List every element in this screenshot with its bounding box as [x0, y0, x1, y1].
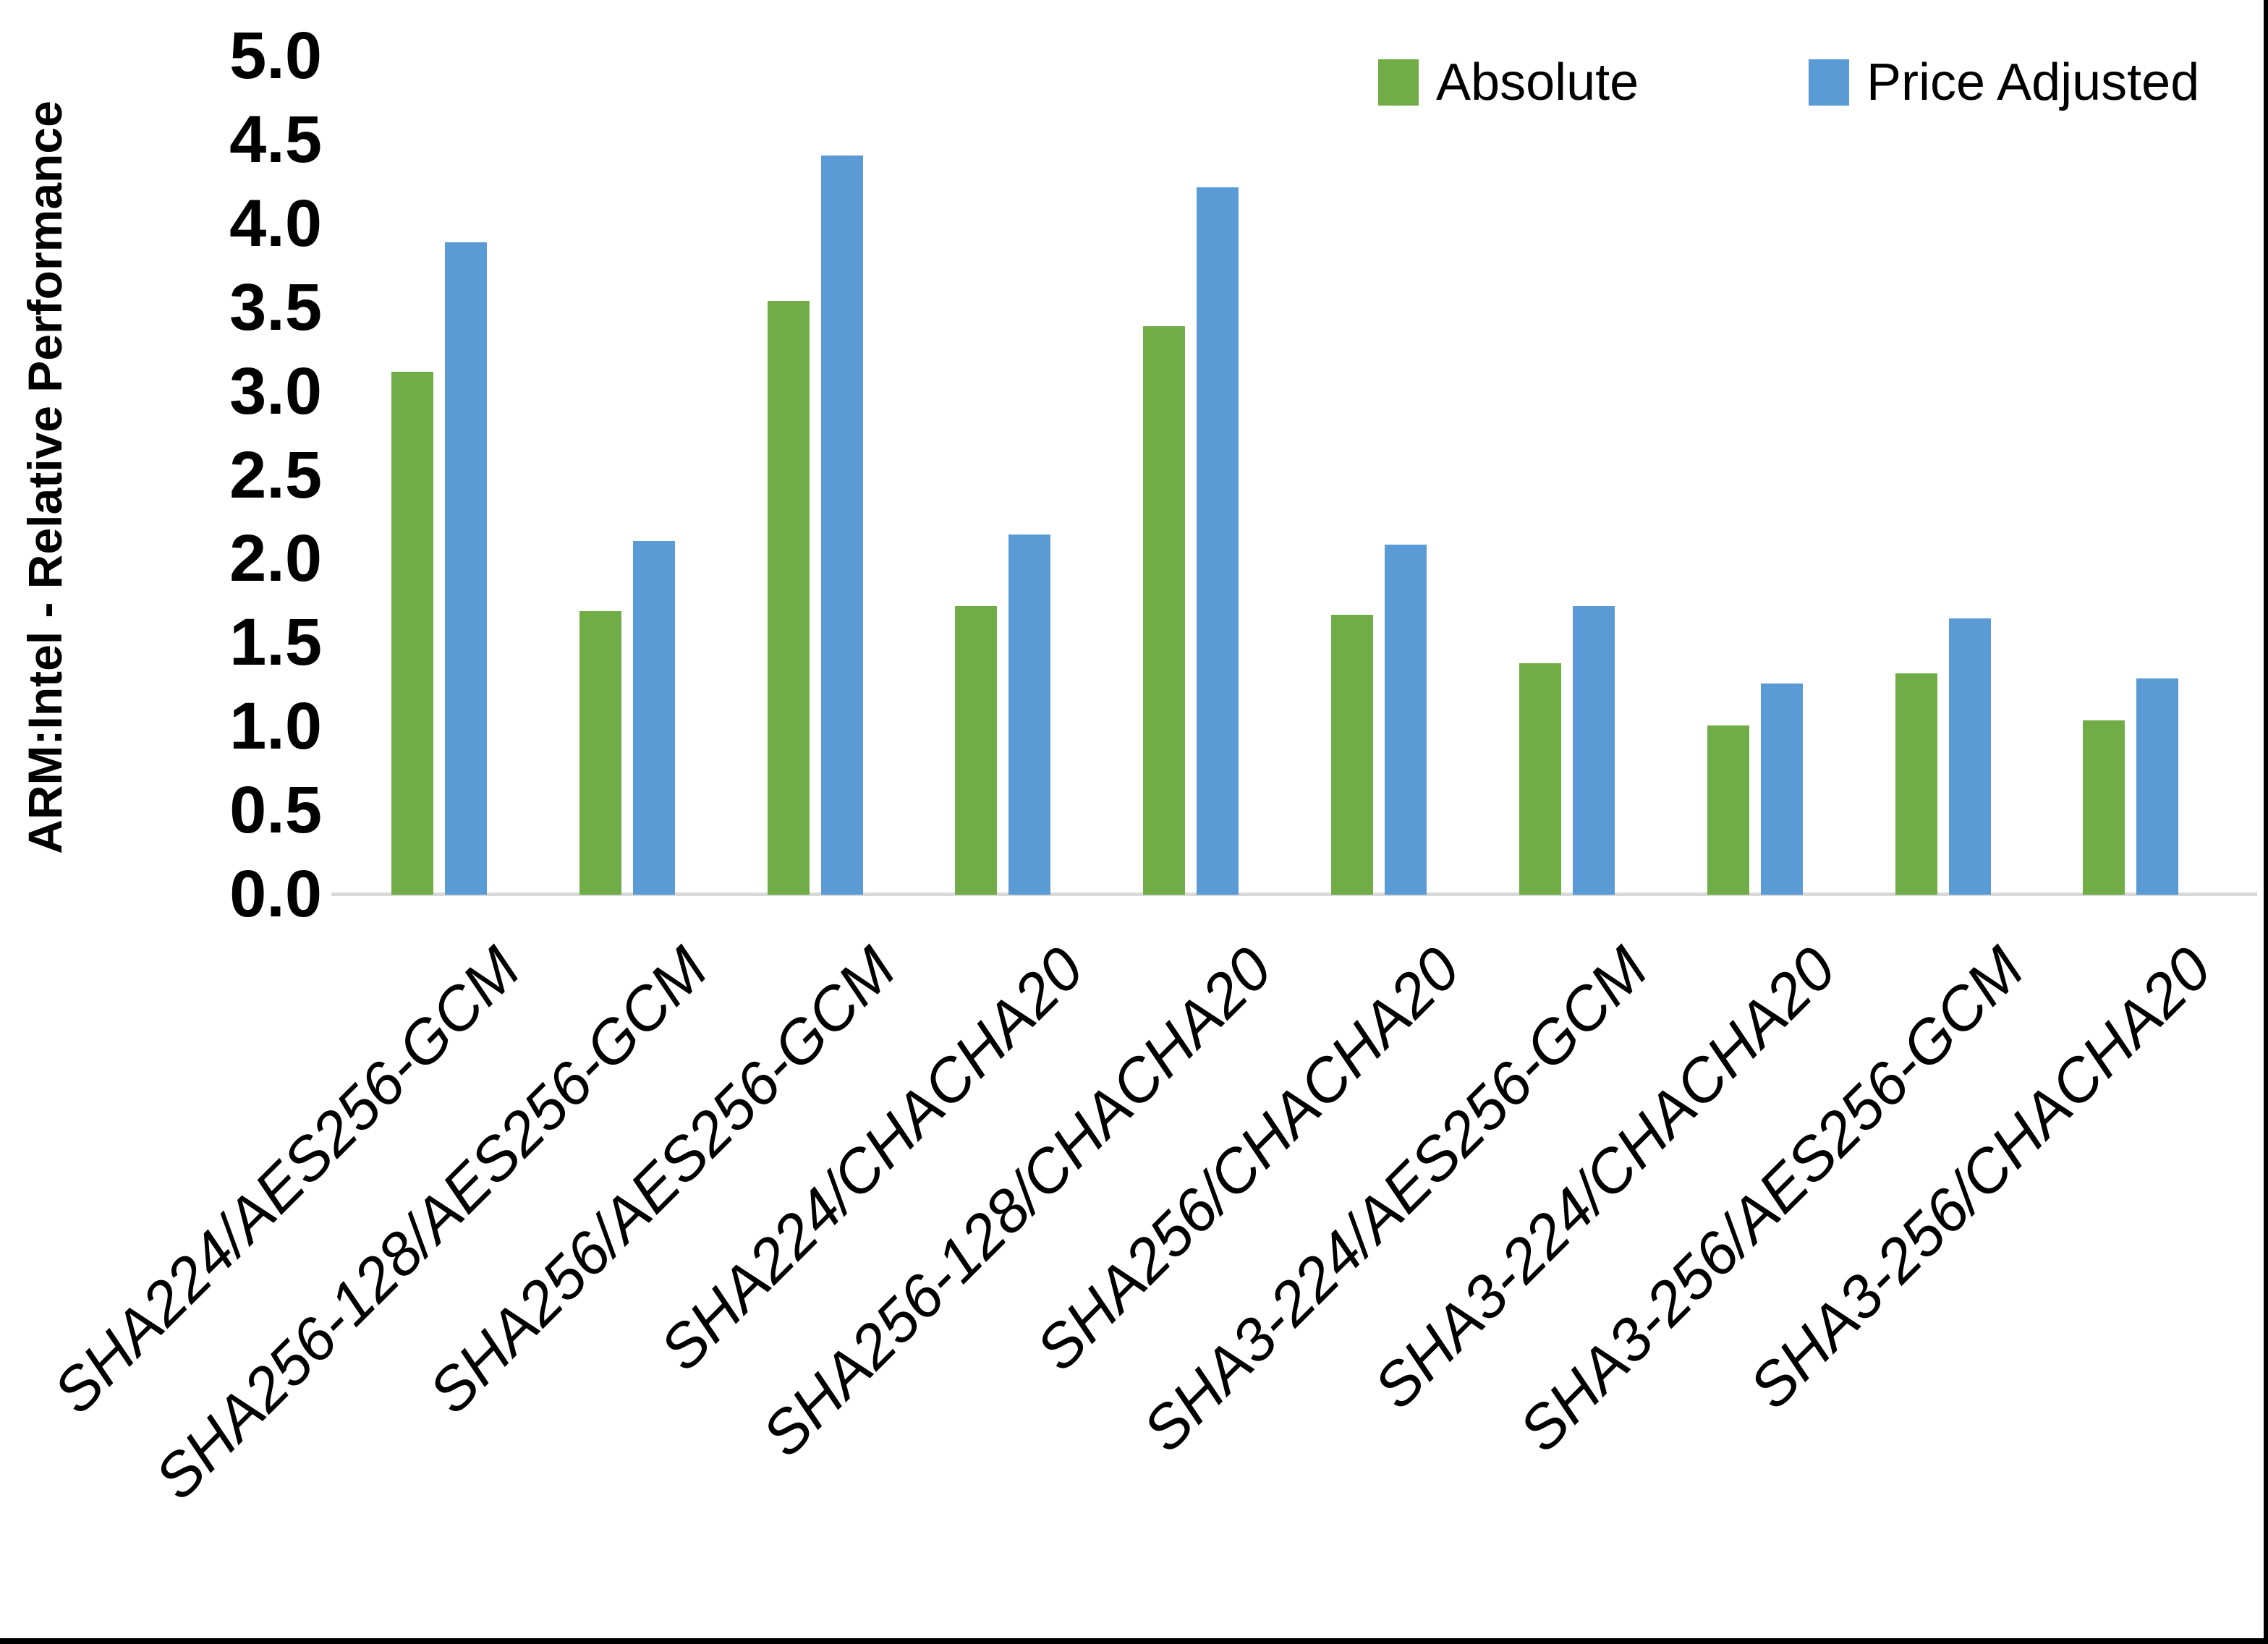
legend-item-absolute: Absolute — [1378, 56, 1639, 108]
y-tick-label: 2.5 — [229, 438, 322, 512]
y-tick-label: 4.5 — [229, 102, 322, 176]
bar-absolute — [1519, 663, 1561, 895]
y-tick-label: 1.5 — [229, 605, 322, 680]
bar-absolute — [391, 371, 433, 895]
bar-price-adjusted — [1760, 683, 1803, 895]
bar-price-adjusted — [2136, 678, 2179, 895]
bar-price-adjusted — [820, 155, 863, 895]
bar-price-adjusted — [1385, 544, 1427, 895]
bar-absolute — [1143, 326, 1186, 895]
bar-price-adjusted — [1197, 187, 1239, 895]
bar-absolute — [1895, 673, 1937, 895]
legend-label: Absolute — [1436, 54, 1639, 111]
legend-label: Price Adjusted — [1866, 54, 2200, 111]
page-edge-bottom — [0, 1638, 2268, 1644]
y-tick-label: 0.5 — [229, 773, 322, 848]
y-tick-label: 4.0 — [229, 186, 322, 260]
x-axis-line — [331, 893, 2257, 896]
bar-price-adjusted — [632, 540, 675, 895]
bar-absolute — [1707, 725, 1749, 895]
page-edge-right — [2264, 0, 2268, 1644]
y-tick-label: 2.0 — [229, 521, 322, 596]
bar-price-adjusted — [445, 242, 487, 895]
y-tick-label: 5.0 — [229, 19, 322, 93]
y-tick-label: 1.0 — [229, 689, 322, 764]
bar-price-adjusted — [1572, 606, 1615, 895]
bar-absolute — [767, 301, 810, 895]
legend-item-price-adjusted: Price Adjusted — [1809, 56, 2199, 108]
bar-price-adjusted — [1008, 534, 1051, 895]
y-tick-label: 3.0 — [229, 354, 322, 428]
bar-absolute — [579, 611, 621, 895]
bar-absolute — [955, 606, 998, 895]
bar-absolute — [2083, 720, 2125, 895]
y-tick-label: 3.5 — [229, 270, 322, 344]
legend-swatch-absolute — [1378, 59, 1419, 106]
bar-absolute — [1331, 614, 1374, 895]
y-tick-label: 0.0 — [229, 857, 322, 931]
legend-swatch-price-adjusted — [1809, 59, 1849, 106]
bar-price-adjusted — [1948, 618, 1991, 895]
